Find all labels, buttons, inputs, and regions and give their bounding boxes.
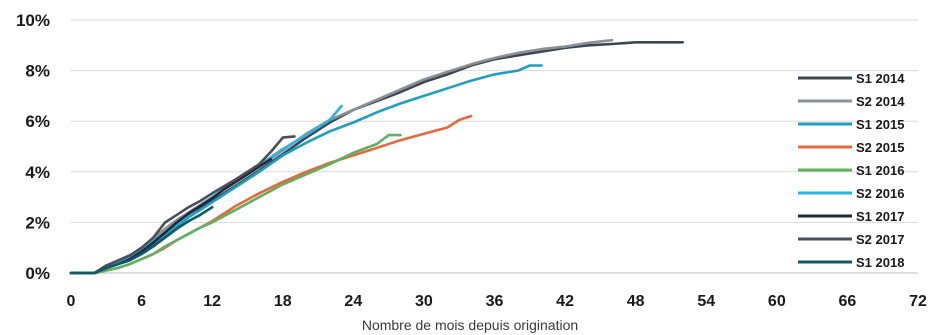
y-tick-label: 10%	[16, 11, 50, 30]
legend-label: S1 2017	[856, 209, 904, 224]
legend-label: S2 2016	[856, 186, 904, 201]
y-tick-label: 2%	[25, 213, 50, 232]
x-tick-label: 36	[486, 293, 504, 310]
y-tick-label: 4%	[25, 163, 50, 182]
x-tick-label: 48	[627, 293, 645, 310]
x-tick-label: 30	[415, 293, 433, 310]
series-line-s1-2016	[69, 133, 402, 275]
x-axis-ticks: 0 6 12 18 24 30 36 42 48 54 60 66 72	[67, 293, 927, 310]
legend-label: S1 2015	[856, 117, 904, 132]
y-axis-ticks: 0% 2% 4% 6% 8% 10%	[16, 11, 50, 283]
x-tick-label: 42	[556, 293, 574, 310]
x-tick-label: 6	[137, 293, 146, 310]
series-line-s2-2017	[69, 135, 296, 275]
x-tick-label: 24	[344, 293, 362, 310]
series-line-s2-2015	[69, 114, 473, 275]
x-axis-label: Nombre de mois depuis origination	[362, 317, 578, 333]
series-line-s2-2016	[69, 104, 343, 275]
y-tick-label: 8%	[25, 62, 50, 81]
x-tick-label: 0	[67, 293, 76, 310]
x-tick-label: 60	[768, 293, 786, 310]
x-tick-label: 72	[909, 293, 927, 310]
legend-label: S1 2014	[856, 71, 905, 86]
series-line-s1-2018	[69, 205, 214, 275]
legend-label: S1 2018	[856, 255, 904, 270]
y-tick-label: 6%	[25, 112, 50, 131]
legend-label: S2 2015	[856, 140, 904, 155]
legend-label: S1 2016	[856, 163, 904, 178]
x-tick-label: 66	[839, 293, 857, 310]
x-tick-label: 54	[697, 293, 715, 310]
series-line-s1-2015	[69, 64, 543, 275]
x-tick-label: 18	[274, 293, 292, 310]
legend-label: S2 2014	[856, 94, 905, 109]
legend-label: S2 2017	[856, 232, 904, 247]
series-lines	[69, 38, 684, 275]
legend: S1 2014 S2 2014 S1 2015 S2 2015 S1 2016 S2 20…	[798, 71, 905, 270]
x-tick-label: 12	[203, 293, 221, 310]
y-tick-label: 0%	[25, 264, 50, 283]
